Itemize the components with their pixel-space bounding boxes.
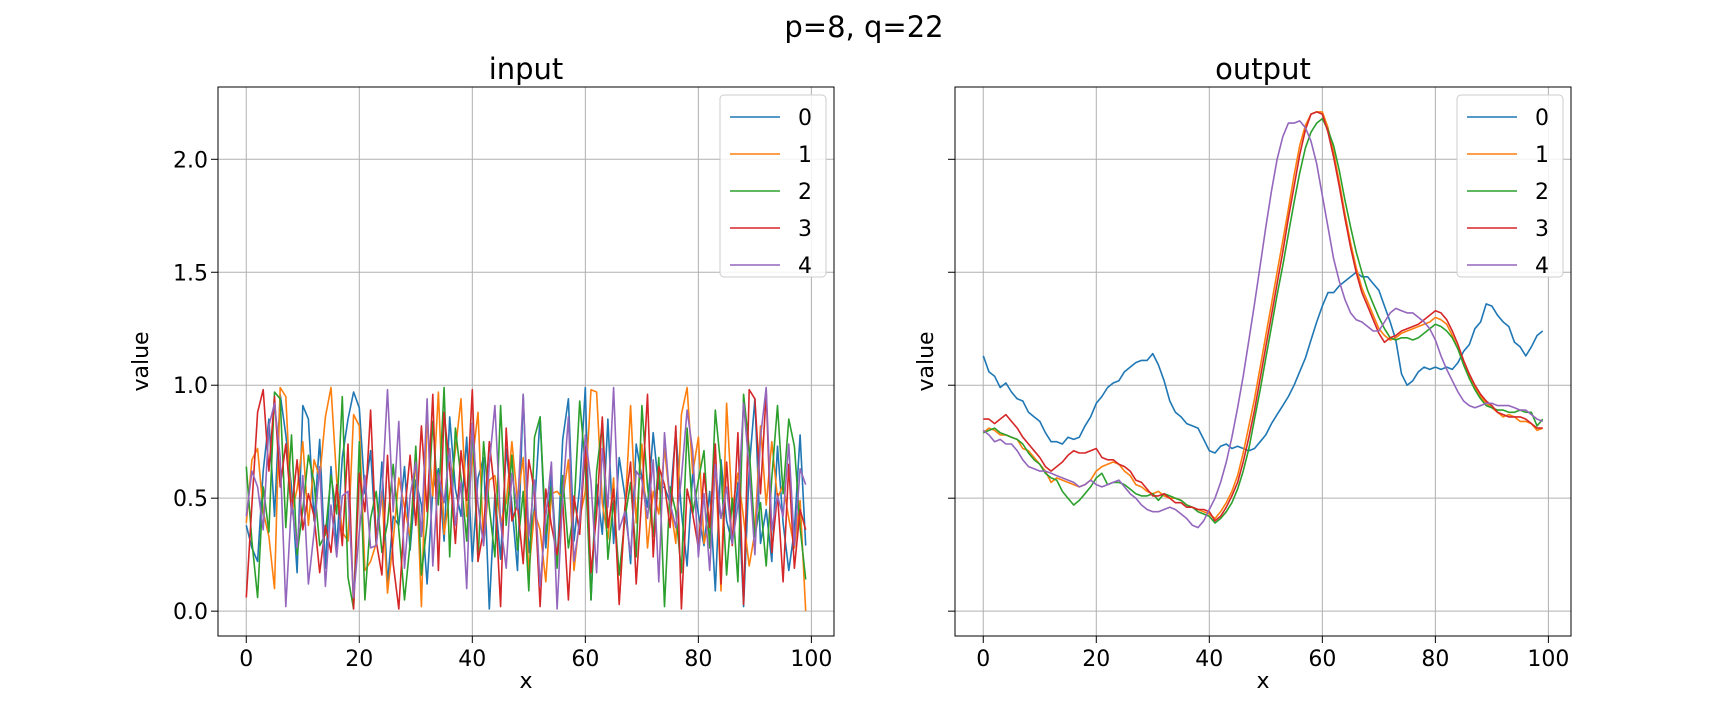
input-legend-label-0: 0 [798,106,812,131]
input-legend-label-1: 1 [798,143,812,168]
output-xtick-label-20: 20 [1082,647,1110,672]
input-legend-label-3: 3 [798,217,812,242]
input-legend-label-4: 4 [798,254,812,279]
output-legend-label-1: 1 [1535,143,1549,168]
output-panel: 0 20 40 60 80 100 output x value 0 1 2 3 4 [914,52,1572,694]
output-series-1-line [982,111,1544,520]
input-legend-box [719,94,827,278]
input-xtick-label-40: 40 [458,647,486,672]
input-title: input [489,52,564,86]
output-series-3-line [983,111,1543,522]
output-xlabel: x [1256,669,1269,694]
output-series-0-line [982,271,1544,454]
output-xtick-label-40: 40 [1195,647,1223,672]
input-xlabel: x [519,669,532,694]
input-xtick-label-20: 20 [345,647,373,672]
input-ytick-label-3: 1.5 [173,261,208,286]
input-xtick-label-80: 80 [684,647,712,672]
input-series-3-line [245,388,807,610]
output-xtick-label-0: 0 [976,647,990,672]
input-series-4-line [245,386,807,610]
output-series-4-line [982,120,1544,529]
input-ytick-label-0: 0.0 [173,600,208,625]
input-ytick-label-1: 0.5 [173,487,208,512]
output-legend-label-2: 2 [1535,180,1549,205]
output-legend-label-4: 4 [1535,254,1549,279]
input-xtick-label-60: 60 [571,647,599,672]
figure-suptitle: p=8, q=22 [784,10,943,44]
output-legend-label-0: 0 [1535,106,1549,131]
output-xtick-label-100: 100 [1527,647,1569,672]
output-axes-frame [954,86,1572,637]
output-xtick-label-60: 60 [1308,647,1336,672]
input-axes-frame [217,86,835,637]
input-ytick-label-2: 1.0 [173,374,208,399]
input-xtick-label-100: 100 [790,647,832,672]
input-legend-label-2: 2 [798,180,812,205]
output-legend-box [1456,94,1564,278]
output-ylabel: value [914,331,939,391]
input-ytick-label-4: 2.0 [173,148,208,173]
input-xtick-label-0: 0 [239,647,253,672]
input-panel: 0 20 40 60 80 100 0.0 0.5 1.0 1.5 2.0 input x value 0 1… [129,52,835,694]
output-xtick-label-80: 80 [1421,647,1449,672]
input-ylabel: value [129,331,154,391]
output-title: output [1215,52,1311,86]
output-legend-label-3: 3 [1535,217,1549,242]
output-series-2-line [982,117,1544,524]
